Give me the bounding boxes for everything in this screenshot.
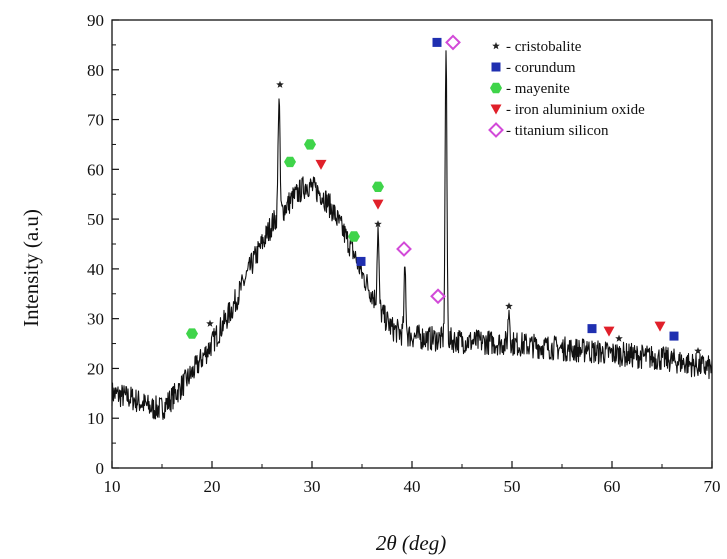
y-tick-label: 60 bbox=[87, 160, 104, 179]
corundum-peak-marker bbox=[356, 256, 366, 266]
legend-titanium-silicon-label: - titanium silicon bbox=[506, 123, 609, 139]
cristobalite-peak-marker bbox=[505, 302, 513, 310]
x-tick-label: 50 bbox=[504, 477, 521, 496]
y-tick-label: 90 bbox=[87, 11, 104, 30]
mayenite-peak-marker bbox=[304, 139, 316, 150]
x-tick-label: 70 bbox=[704, 477, 721, 496]
iron-aluminum-oxide-peak-marker bbox=[603, 326, 615, 337]
x-tick-label: 10 bbox=[104, 477, 121, 496]
legend-corundum-marker bbox=[491, 62, 501, 72]
mayenite-peak-marker bbox=[284, 156, 296, 168]
titanium-silicon-peak-marker bbox=[430, 288, 446, 305]
legend-cristobalite-marker bbox=[492, 42, 500, 50]
y-tick-label: 50 bbox=[87, 210, 104, 229]
x-tick-label: 40 bbox=[404, 477, 421, 496]
titanium-silicon-peak-marker bbox=[396, 241, 412, 257]
titanium-silicon-peak-marker bbox=[445, 34, 461, 51]
iron-aluminum-oxide-peak-marker bbox=[654, 321, 666, 332]
y-tick-label: 70 bbox=[87, 111, 104, 130]
legend-titanium-silicon-marker bbox=[488, 122, 504, 138]
mayenite-peak-marker bbox=[372, 181, 384, 192]
legend-mayenite-label: - mayenite bbox=[506, 81, 570, 97]
mayenite-peak-marker bbox=[186, 328, 198, 339]
x-tick-label: 30 bbox=[304, 477, 321, 496]
y-axis-label: Intensity (a.u) bbox=[19, 209, 43, 327]
cristobalite-peak-marker bbox=[276, 80, 284, 88]
corundum-peak-marker bbox=[432, 37, 442, 47]
x-tick-label: 20 bbox=[204, 477, 221, 496]
legend-cristobalite-label: - cristobalite bbox=[506, 39, 582, 55]
legend-iron-aluminum-oxide-label: - iron aluminium oxide bbox=[506, 102, 645, 118]
cristobalite-peak-marker bbox=[374, 220, 382, 228]
y-tick-label: 10 bbox=[87, 409, 104, 428]
corundum-peak-marker bbox=[587, 324, 597, 334]
iron-aluminum-oxide-peak-marker bbox=[372, 199, 384, 210]
xrd-pattern-line bbox=[111, 50, 713, 421]
legend-corundum-label: - corundum bbox=[506, 60, 576, 76]
y-tick-label: 30 bbox=[87, 310, 104, 329]
y-tick-label: 80 bbox=[87, 61, 104, 80]
cristobalite-peak-marker bbox=[206, 319, 214, 327]
x-tick-label: 60 bbox=[604, 477, 621, 496]
mayenite-peak-marker bbox=[348, 231, 360, 242]
y-tick-label: 20 bbox=[87, 359, 104, 378]
x-axis-label: 2θ (deg) bbox=[376, 531, 446, 555]
iron-aluminum-oxide-peak-marker bbox=[315, 159, 327, 170]
y-tick-label: 40 bbox=[87, 260, 104, 279]
plot-area bbox=[111, 50, 713, 421]
y-tick-label: 0 bbox=[96, 459, 105, 478]
cristobalite-peak-marker bbox=[694, 347, 702, 355]
phase-markers bbox=[186, 34, 702, 355]
legend: - cristobalite - corundum - mayenite - iron… bbox=[488, 39, 645, 139]
legend-mayenite-marker bbox=[490, 82, 502, 94]
corundum-peak-marker bbox=[669, 331, 679, 341]
legend-iron-aluminum-oxide-marker bbox=[490, 104, 502, 115]
plot-frame bbox=[111, 19, 713, 469]
cristobalite-peak-marker bbox=[615, 334, 623, 342]
